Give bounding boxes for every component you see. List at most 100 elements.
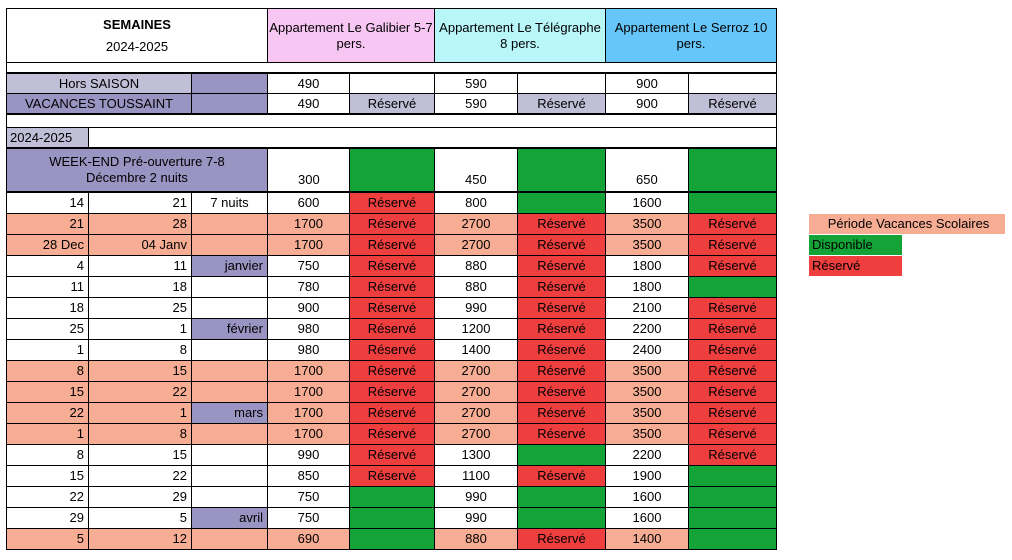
week-to: 15 [88,444,192,466]
legend-reserve: Réservé [809,256,902,276]
week-status-2: Réservé [517,339,606,361]
weekend-price-serroz: 650 [605,148,689,192]
week-price-3: 1800 [605,255,689,277]
week-to: 25 [88,297,192,319]
week-status-3 [688,276,777,298]
week-price-3: 3500 [605,234,689,256]
week-status-3: Réservé [688,423,777,445]
week-price-2: 880 [434,276,518,298]
section-label-empty [88,127,777,148]
pre-note [191,73,268,94]
week-status-1: Réservé [349,297,435,319]
week-note: janvier [191,255,268,277]
week-price-1: 1700 [267,213,350,235]
week-note [191,444,268,466]
week-status-3: Réservé [688,360,777,382]
semaines-header: SEMAINES 2024-2025 [6,8,268,63]
section-label: 2024-2025 [6,127,89,148]
week-price-2: 1200 [434,318,518,340]
pre-status-3: Réservé [688,93,777,114]
week-status-1: Réservé [349,234,435,256]
week-from: 18 [6,297,89,319]
week-note [191,465,268,487]
week-price-3: 2200 [605,318,689,340]
week-price-1: 690 [267,528,350,550]
semaines-year: 2024-2025 [105,38,169,54]
pre-price-2: 590 [434,93,518,114]
pre-price-1: 490 [267,73,350,94]
pre-status-1 [349,73,435,94]
week-status-2: Réservé [517,234,606,256]
week-status-3: Réservé [688,318,777,340]
pre-status-1: Réservé [349,93,435,114]
week-status-2: Réservé [517,465,606,487]
week-to: 29 [88,486,192,508]
week-status-2: Réservé [517,360,606,382]
week-price-3: 3500 [605,423,689,445]
week-to: 04 Janv [88,234,192,256]
week-price-2: 990 [434,297,518,319]
pre-price-2: 590 [434,73,518,94]
week-status-2 [517,486,606,508]
week-price-3: 3500 [605,213,689,235]
week-note: avril [191,507,268,529]
week-status-2: Réservé [517,297,606,319]
week-to: 18 [88,276,192,298]
week-status-2: Réservé [517,402,606,424]
week-from: 8 [6,444,89,466]
week-status-1: Réservé [349,402,435,424]
week-price-1: 1700 [267,402,350,424]
week-status-2 [517,192,606,214]
week-price-2: 2700 [434,423,518,445]
week-price-1: 780 [267,276,350,298]
week-to: 21 [88,192,192,214]
week-price-2: 1100 [434,465,518,487]
week-price-1: 1700 [267,360,350,382]
week-price-1: 750 [267,255,350,277]
week-note [191,423,268,445]
week-from: 25 [6,318,89,340]
week-status-1: Réservé [349,276,435,298]
week-price-2: 2700 [434,402,518,424]
week-from: 11 [6,276,89,298]
pre-label: VACANCES TOUSSAINT [6,93,192,114]
week-price-2: 800 [434,192,518,214]
week-status-3 [688,465,777,487]
week-from: 15 [6,465,89,487]
week-to: 28 [88,213,192,235]
week-from: 22 [6,402,89,424]
week-price-3: 1800 [605,276,689,298]
weekend-price-serroz-text: 650 [636,172,658,187]
week-price-1: 850 [267,465,350,487]
weekend-status-serroz [688,148,777,192]
week-note: mars [191,402,268,424]
week-from: 14 [6,192,89,214]
week-status-1: Réservé [349,213,435,235]
week-note [191,297,268,319]
week-status-1 [349,507,435,529]
week-price-3: 1400 [605,528,689,550]
week-to: 8 [88,339,192,361]
week-price-3: 3500 [605,381,689,403]
week-status-2: Réservé [517,255,606,277]
week-price-1: 980 [267,318,350,340]
weekend-status-galibier [349,148,435,192]
week-note [191,276,268,298]
pre-price-3: 900 [605,93,689,114]
week-price-1: 1700 [267,423,350,445]
week-to: 1 [88,318,192,340]
week-note [191,486,268,508]
apt-serroz-header: Appartement Le Serroz 10 pers. [605,8,777,63]
week-status-3: Réservé [688,234,777,256]
week-from: 15 [6,381,89,403]
week-note [191,381,268,403]
week-status-2: Réservé [517,381,606,403]
week-price-1: 600 [267,192,350,214]
week-price-1: 980 [267,339,350,361]
legend-vacances: Période Vacances Scolaires [809,214,1005,234]
apt-telegraphe-header: Appartement Le Télégraphe 8 pers. [434,8,606,63]
week-to: 1 [88,402,192,424]
week-note: 7 nuits [191,192,268,214]
week-from: 5 [6,528,89,550]
week-status-3 [688,192,777,214]
